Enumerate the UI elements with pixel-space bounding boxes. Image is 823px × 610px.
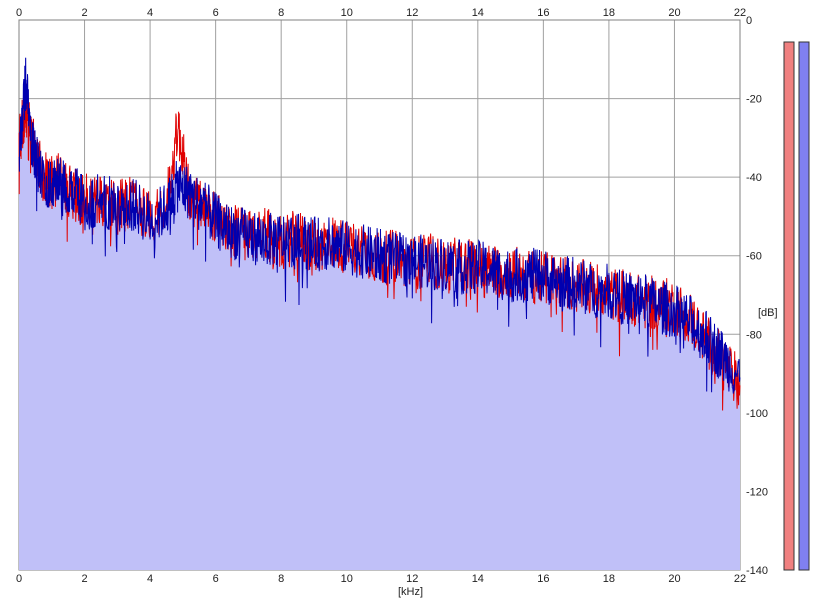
x-tick-label: 0 [16, 573, 22, 585]
y-tick-label: -60 [746, 251, 762, 263]
level-meter-right [798, 41, 810, 571]
x-tick-label-top: 22 [734, 7, 746, 19]
x-tick-label: 14 [472, 573, 484, 585]
x-axis-top-ticks: 0 2 4 6 8 10 12 14 16 18 20 22 [16, 7, 746, 19]
x-tick-label-top: 2 [81, 7, 87, 19]
x-axis-bottom-ticks: 0 2 4 6 8 10 12 14 16 18 20 22 [16, 573, 746, 585]
y-tick-label: -140 [746, 565, 768, 577]
x-tick-label: 18 [603, 573, 615, 585]
y-tick-label: 0 [746, 15, 752, 27]
x-tick-label: 10 [341, 573, 353, 585]
spectrum-series [18, 57, 741, 411]
x-tick-label: 12 [406, 573, 418, 585]
spectrum-area [19, 57, 740, 570]
y-tick-label: -40 [746, 172, 762, 184]
level-meter-left [783, 41, 795, 571]
x-tick-label: 8 [278, 573, 284, 585]
y-tick-label: -20 [746, 94, 762, 106]
y-tick-label: -80 [746, 329, 762, 341]
y-axis-ticks: 0 -20 -40 -60 -80 -100 -120 -140 [746, 15, 768, 577]
x-tick-label-top: 16 [537, 7, 549, 19]
x-axis-label: [kHz] [398, 586, 423, 598]
x-tick-label: 22 [734, 573, 746, 585]
y-tick-label: -100 [746, 408, 768, 420]
x-tick-label-top: 12 [406, 7, 418, 19]
y-axis-label: [dB] [758, 307, 778, 319]
y-tick-label: -120 [746, 486, 768, 498]
x-tick-label-top: 8 [278, 7, 284, 19]
x-tick-label-top: 6 [213, 7, 219, 19]
x-tick-label-top: 0 [16, 7, 22, 19]
x-tick-label: 16 [537, 573, 549, 585]
x-tick-label: 2 [81, 573, 87, 585]
x-tick-label: 20 [668, 573, 680, 585]
x-tick-label-top: 10 [341, 7, 353, 19]
x-tick-label: 4 [147, 573, 153, 585]
x-tick-label: 6 [213, 573, 219, 585]
spectrum-fill-area [19, 57, 740, 570]
series-line-right [18, 57, 741, 394]
x-tick-label-top: 20 [668, 7, 680, 19]
x-tick-label-top: 18 [603, 7, 615, 19]
x-tick-label-top: 14 [472, 7, 484, 19]
x-tick-label-top: 4 [147, 7, 153, 19]
